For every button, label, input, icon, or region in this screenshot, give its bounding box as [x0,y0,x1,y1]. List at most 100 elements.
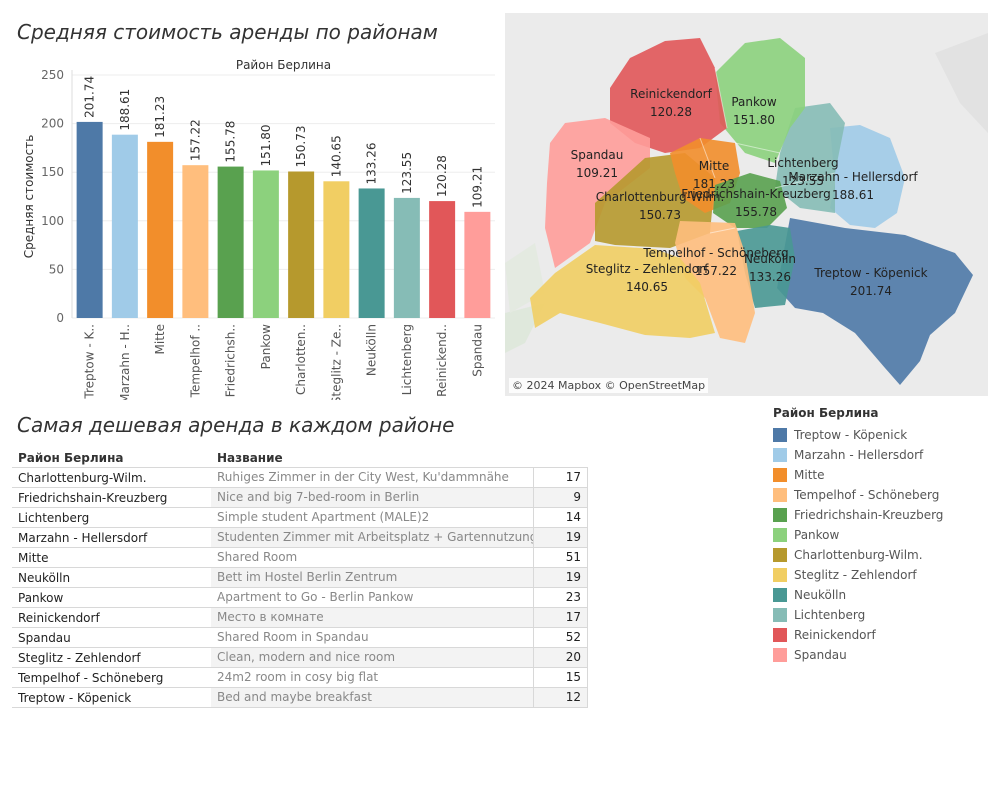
table-row[interactable]: Reinickendorf Место в комнате 17 [12,608,588,628]
cell-value: 52 [533,628,588,647]
table-header: Район Берлина Название [12,449,588,467]
legend-item[interactable]: Spandau [773,645,943,665]
x-tick-label: Pankow [259,324,273,370]
table-row[interactable]: Lichtenberg Simple student Apartment (MAL… [12,508,588,528]
legend-title: Район Берлина [773,406,879,420]
x-tick-label: Spandau [470,324,484,377]
y-tick-label: 200 [41,117,64,131]
x-tick-label: Treptow - K.. [83,324,97,400]
y-tick-label: 150 [41,165,64,179]
cell-district: Charlottenburg-Wilm. [18,470,147,485]
x-tick-label: Neukölln [365,324,379,376]
cell-district: Steglitz - Zehlendorf [18,650,141,665]
legend-label: Steglitz - Zehlendorf [794,568,917,582]
legend-label: Reinickendorf [794,628,876,642]
bar-value-label: 151.80 [259,124,273,166]
legend-item[interactable]: Friedrichshain-Kreuzberg [773,505,943,525]
cell-district: Spandau [18,630,71,645]
berlin-map[interactable]: Reinickendorf 120.28 Pankow 151.80 Spandau 10… [505,13,988,396]
table-row[interactable]: Steglitz - Zehlendorf Clean, modern and n… [12,648,588,668]
map-district-value: 109.21 [576,166,618,180]
cell-listing-name: Место в комнате [211,608,533,627]
cell-listing-name: Apartment to Go - Berlin Pankow [217,590,414,604]
bar[interactable] [464,211,491,318]
cell-listing-name: Clean, modern and nice room [211,648,533,667]
cell-value: 14 [533,508,588,527]
cell-district: Lichtenberg [18,510,90,525]
legend-swatch [773,528,787,542]
table-row[interactable]: Pankow Apartment to Go - Berlin Pankow 23 [12,588,588,608]
map-attribution[interactable]: © 2024 Mapbox © OpenStreetMap [509,378,709,393]
map-district-label: Marzahn - Hellersdorf [788,170,918,184]
legend-item[interactable]: Lichtenberg [773,605,943,625]
legend-label: Lichtenberg [794,608,866,622]
legend-item[interactable]: Charlottenburg-Wilm. [773,545,943,565]
district-shape-marzahn [830,125,905,228]
bar[interactable] [182,165,209,318]
legend-item[interactable]: Pankow [773,525,943,545]
x-tick-label: Charlotten.. [294,324,308,395]
cell-listing-name: Ruhiges Zimmer in der City West, Ku'damm… [217,470,509,484]
legend-item[interactable]: Reinickendorf [773,625,943,645]
cell-listing-name: Bed and maybe breakfast [211,688,533,707]
district-shape-treptow [777,218,973,385]
table-row[interactable]: Mitte Shared Room 51 [12,548,588,568]
legend-swatch [773,628,787,642]
map-district-label: Friedrichshain-Kreuzberg [681,187,830,201]
legend-label: Neukölln [794,588,847,602]
table-row[interactable]: Tempelhof - Schöneberg 24m2 room in cosy … [12,668,588,688]
table-row[interactable]: Friedrichshain-Kreuzberg Nice and big 7-b… [12,488,588,508]
table-row[interactable]: Charlottenburg-Wilm. Ruhiges Zimmer in de… [12,467,588,488]
cell-value: 20 [533,648,588,667]
legend-item[interactable]: Treptow - Köpenick [773,425,943,445]
bar[interactable] [323,181,350,318]
bar[interactable] [147,141,174,318]
x-tick-label: Tempelhof .. [188,324,202,398]
legend-label: Friedrichshain-Kreuzberg [794,508,944,522]
bar[interactable] [217,166,244,318]
column-header-name[interactable]: Название [217,451,283,465]
table-row[interactable]: Treptow - Köpenick Bed and maybe breakfas… [12,688,588,708]
district-shape-pankow [715,38,805,163]
legend-swatch [773,588,787,602]
cell-district: Pankow [18,590,64,605]
y-tick-label: 50 [49,262,64,276]
bar[interactable] [393,197,420,318]
legend-item[interactable]: Marzahn - Hellersdorf [773,445,943,465]
legend-swatch [773,428,787,442]
legend-item[interactable]: Tempelhof - Schöneberg [773,485,943,505]
legend-item[interactable]: Steglitz - Zehlendorf [773,565,943,585]
bar-value-label: 140.65 [329,135,343,177]
cell-listing-name: Bett im Hostel Berlin Zentrum [211,568,533,587]
table-row[interactable]: Neukölln Bett im Hostel Berlin Zentrum 19 [12,568,588,588]
x-tick-label: Mitte [153,324,167,354]
table-row[interactable]: Spandau Shared Room in Spandau 52 [12,628,588,648]
legend-swatch [773,508,787,522]
cell-listing-name: Studenten Zimmer mit Arbeitsplatz + Gart… [211,528,533,547]
bar[interactable] [252,170,279,318]
legend-item[interactable]: Neukölln [773,585,943,605]
bar-value-label: 155.78 [224,121,238,163]
map-district-value: 181.23 [693,177,735,191]
map-canvas[interactable]: Reinickendorf 120.28 Pankow 151.80 Spandau 10… [505,13,988,396]
legend-swatch [773,548,787,562]
bar[interactable] [429,201,456,318]
bar[interactable] [288,171,315,318]
table-row[interactable]: Marzahn - Hellersdorf Studenten Zimmer mi… [12,528,588,548]
bar[interactable] [111,134,138,318]
legend-item[interactable]: Mitte [773,465,943,485]
cell-district: Marzahn - Hellersdorf [18,530,148,545]
column-header-district[interactable]: Район Берлина [18,451,124,465]
bar[interactable] [76,121,103,318]
cell-value: 15 [533,668,588,687]
cell-value: 19 [533,528,588,547]
map-district-value: 150.73 [639,208,681,222]
map-district-value: 155.78 [735,205,777,219]
map-district-label: Tempelhof - Schöneberg [642,246,788,260]
map-district-value: 157.22 [695,264,737,278]
legend-swatch [773,448,787,462]
cell-value: 23 [533,588,588,607]
legend-swatch [773,648,787,662]
bar[interactable] [358,188,385,318]
legend-label: Spandau [794,648,847,662]
